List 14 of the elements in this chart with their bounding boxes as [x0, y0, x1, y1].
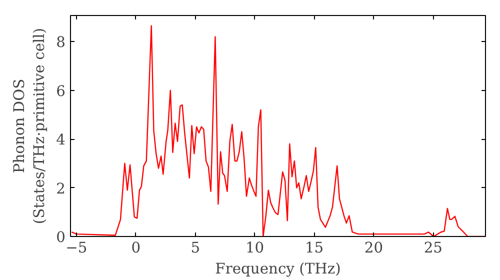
- x-axis-title: Frequency (THz): [215, 260, 341, 278]
- y-tick-label: 2: [56, 180, 66, 198]
- y-axis-title: Phonon DOS (States/THz·primitive cell): [10, 28, 48, 224]
- x-tick-label: 15: [304, 240, 324, 256]
- y-tick-label: 0: [56, 229, 66, 246]
- x-tick-label: 25: [424, 240, 443, 256]
- y-tick-label: 8: [56, 34, 66, 52]
- x-tick-label: 20: [364, 240, 384, 256]
- x-tick-label: 10: [245, 240, 264, 256]
- y-tick-label: 6: [56, 82, 66, 100]
- x-tick-label: 5: [190, 240, 200, 256]
- y-tick-label: 4: [56, 132, 66, 149]
- x-tick-label: 0: [131, 240, 141, 256]
- x-tick-label: −5: [66, 240, 88, 256]
